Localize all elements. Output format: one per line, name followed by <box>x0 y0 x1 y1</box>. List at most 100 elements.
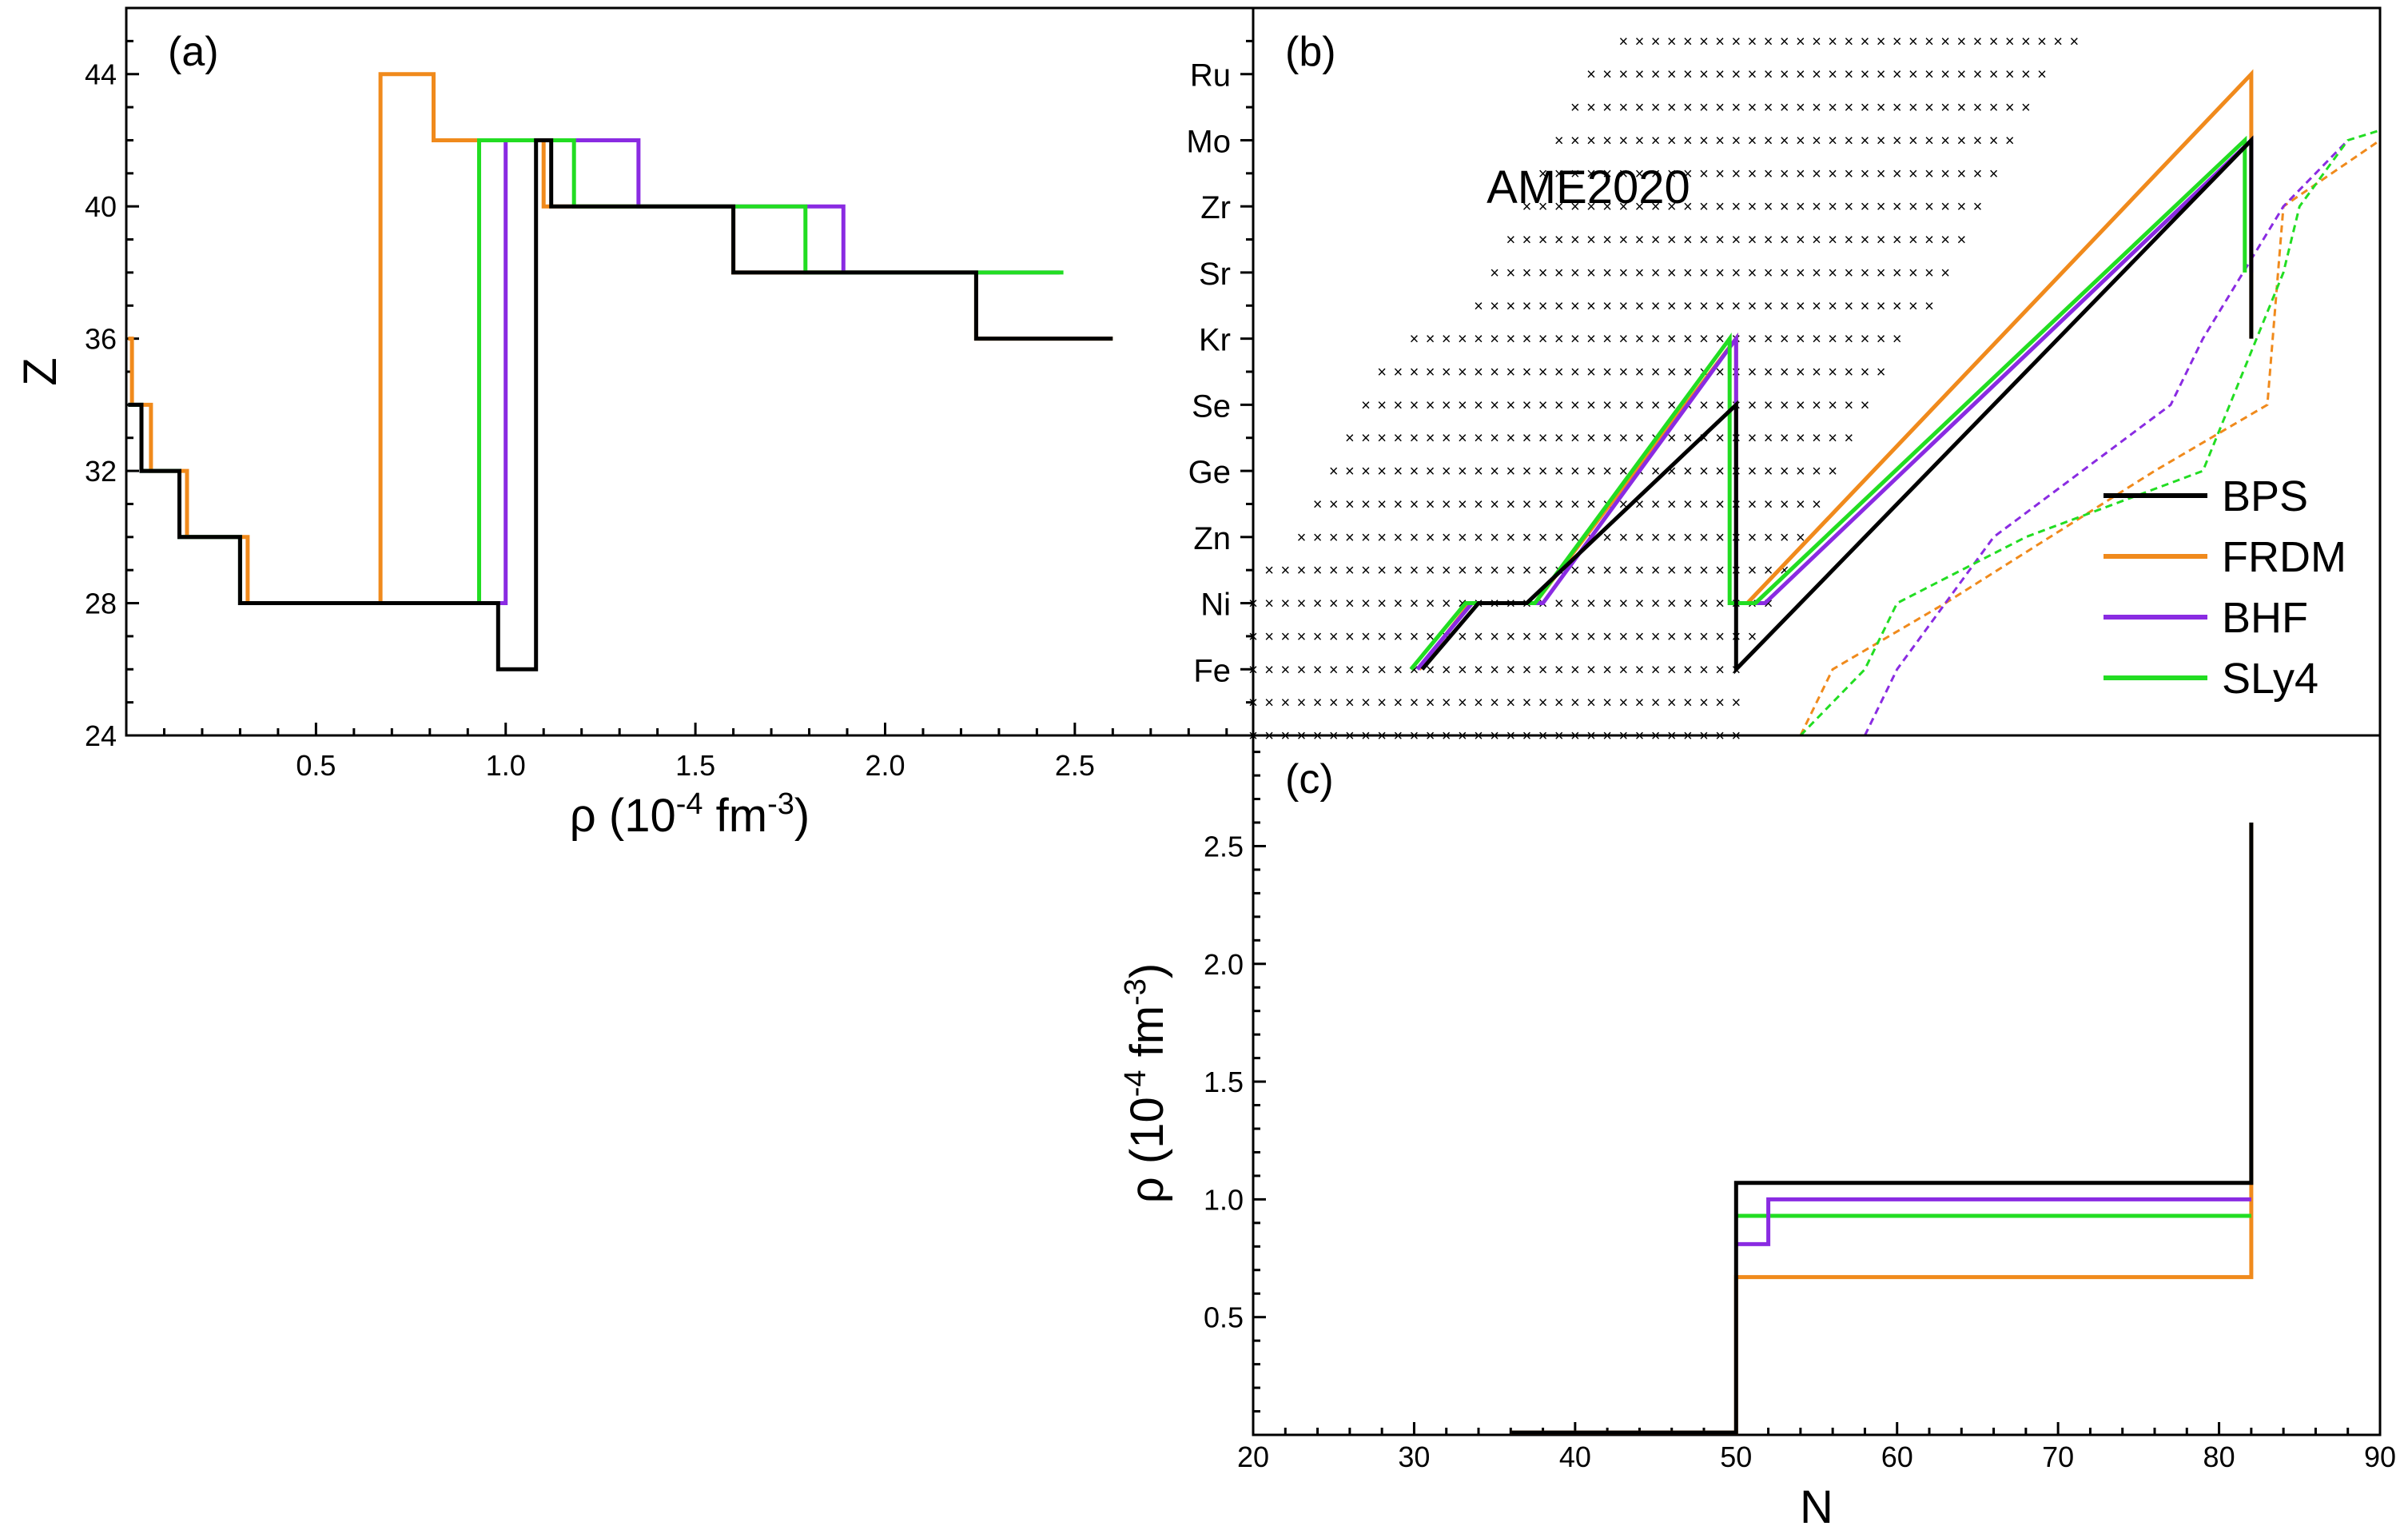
ame2020-nucleus: × <box>1586 165 1596 183</box>
ame2020-nucleus: × <box>1313 695 1323 712</box>
ame2020-nucleus: × <box>1474 364 1483 381</box>
ame2020-nucleus: × <box>1844 430 1853 448</box>
ame2020-nucleus: × <box>2021 99 2031 117</box>
ame2020-nucleus: × <box>1570 132 1580 149</box>
ame2020-nucleus: × <box>1861 132 1870 149</box>
ame2020-nucleus: × <box>1618 297 1628 315</box>
ame2020-nucleus: × <box>1780 529 1789 547</box>
ame2020-nucleus: × <box>1893 132 1902 149</box>
ame2020-nucleus: × <box>1683 132 1693 149</box>
ame2020-nucleus: × <box>1683 265 1693 282</box>
ame2020-nucleus: × <box>1410 562 1419 580</box>
ame2020-nucleus: × <box>1861 33 1870 50</box>
ame2020-nucleus: × <box>1618 66 1628 84</box>
ame2020-nucleus: × <box>1780 297 1789 315</box>
ame2020-nucleus: × <box>1474 661 1483 679</box>
ame2020-nucleus: × <box>1361 396 1371 414</box>
ame2020-nucleus: × <box>1973 33 1983 50</box>
ame2020-nucleus: × <box>1715 232 1725 249</box>
ame2020-nucleus: × <box>1651 66 1661 84</box>
element-label: Zr <box>1200 190 1231 225</box>
ame2020-nucleus: × <box>1458 529 1467 547</box>
ame2020-nucleus: × <box>1538 297 1548 315</box>
ame2020-nucleus: × <box>1506 396 1515 414</box>
ame2020-nucleus: × <box>1715 364 1725 381</box>
ame2020-nucleus: × <box>1699 396 1709 414</box>
ame2020-nucleus: × <box>1393 364 1403 381</box>
ame2020-nucleus: × <box>1474 562 1483 580</box>
ame2020-nucleus: × <box>1474 496 1483 513</box>
ame2020-nucleus: × <box>1635 695 1645 712</box>
ame2020-nucleus: × <box>1699 198 1709 216</box>
ame2020-nucleus: × <box>1764 529 1773 547</box>
ame2020-nucleus: × <box>1329 661 1339 679</box>
ame2020-nucleus: × <box>1635 396 1645 414</box>
ame2020-nucleus: × <box>1828 265 1837 282</box>
ame2020-nucleus: × <box>1956 132 1966 149</box>
x-tick-label: 60 <box>1881 1440 1913 1473</box>
ame2020-nucleus: × <box>1554 496 1564 513</box>
ame2020-nucleus: × <box>1748 463 1757 480</box>
ame2020-nucleus: × <box>1554 165 1564 183</box>
ame2020-nucleus: × <box>1989 165 1999 183</box>
ame2020-nucleus: × <box>1667 430 1677 448</box>
ame2020-nucleus: × <box>1828 331 1837 349</box>
ame2020-nucleus: × <box>1651 396 1661 414</box>
ame2020-nucleus: × <box>1651 33 1661 50</box>
ame2020-nucleus: × <box>1940 265 1950 282</box>
ame2020-nucleus: × <box>1828 66 1837 84</box>
ame2020-nucleus: × <box>1699 297 1709 315</box>
ame2020-nucleus: × <box>1877 265 1886 282</box>
ame2020-nucleus: × <box>1683 165 1693 183</box>
ame2020-nucleus: × <box>1812 297 1821 315</box>
series-frdm <box>1510 823 2254 1435</box>
ame2020-nucleus: × <box>1940 33 1950 50</box>
ame2020-nucleus: × <box>1618 695 1628 712</box>
ame2020-nucleus: × <box>1474 695 1483 712</box>
ame2020-nucleus: × <box>2037 33 2047 50</box>
ame2020-nucleus: × <box>1651 265 1661 282</box>
ame2020-nucleus: × <box>1635 496 1645 513</box>
ame2020-nucleus: × <box>1877 165 1886 183</box>
ame2020-nucleus: × <box>1780 265 1789 282</box>
ame2020-nucleus: × <box>1780 33 1789 50</box>
ame2020-nucleus: × <box>1297 661 1307 679</box>
ame2020-nucleus: × <box>1410 364 1419 381</box>
ame2020-nucleus: × <box>1796 396 1805 414</box>
ame2020-nucleus: × <box>1877 331 1886 349</box>
ame2020-nucleus: × <box>1280 661 1290 679</box>
ame2020-nucleus: × <box>1506 695 1515 712</box>
ame2020-nucleus: × <box>1570 198 1580 216</box>
ame2020-nucleus: × <box>1329 695 1339 712</box>
ame2020-nucleus: × <box>1442 496 1451 513</box>
ame2020-nucleus: × <box>1635 596 1645 613</box>
ame2020-nucleus: × <box>1635 165 1645 183</box>
ame2020-nucleus: × <box>1683 661 1693 679</box>
ame2020-nucleus: × <box>1780 396 1789 414</box>
ame2020-nucleus: × <box>1908 132 1918 149</box>
ame2020-nucleus: × <box>1731 165 1741 183</box>
ame2020-nucleus: × <box>1426 463 1435 480</box>
ame2020-nucleus: × <box>1699 529 1709 547</box>
y-tick-label: 40 <box>85 190 117 223</box>
x-axis-title: N <box>1800 1481 1833 1533</box>
ame2020-nucleus: × <box>1361 661 1371 679</box>
ame2020-nucleus: × <box>1474 396 1483 414</box>
ame2020-nucleus: × <box>1940 165 1950 183</box>
ame2020-nucleus: × <box>1651 331 1661 349</box>
y-tick-label: 2.5 <box>1204 830 1244 863</box>
ame2020-nucleus: × <box>1908 297 1918 315</box>
ame2020-nucleus: × <box>1844 396 1853 414</box>
ame2020-nucleus: × <box>1442 463 1451 480</box>
ame2020-nucleus: × <box>1393 529 1403 547</box>
ame2020-nucleus: × <box>1796 99 1805 117</box>
ame2020-nucleus: × <box>1667 463 1677 480</box>
ame2020-nucleus: × <box>1458 396 1467 414</box>
ame2020-nucleus: × <box>1796 132 1805 149</box>
ame2020-nucleus: × <box>1345 463 1355 480</box>
ame2020-nucleus: × <box>1618 463 1628 480</box>
ame2020-nucleus: × <box>1731 198 1741 216</box>
ame2020-nucleus: × <box>1377 661 1387 679</box>
ame2020-nucleus: × <box>1667 661 1677 679</box>
ame2020-nucleus: × <box>1506 331 1515 349</box>
